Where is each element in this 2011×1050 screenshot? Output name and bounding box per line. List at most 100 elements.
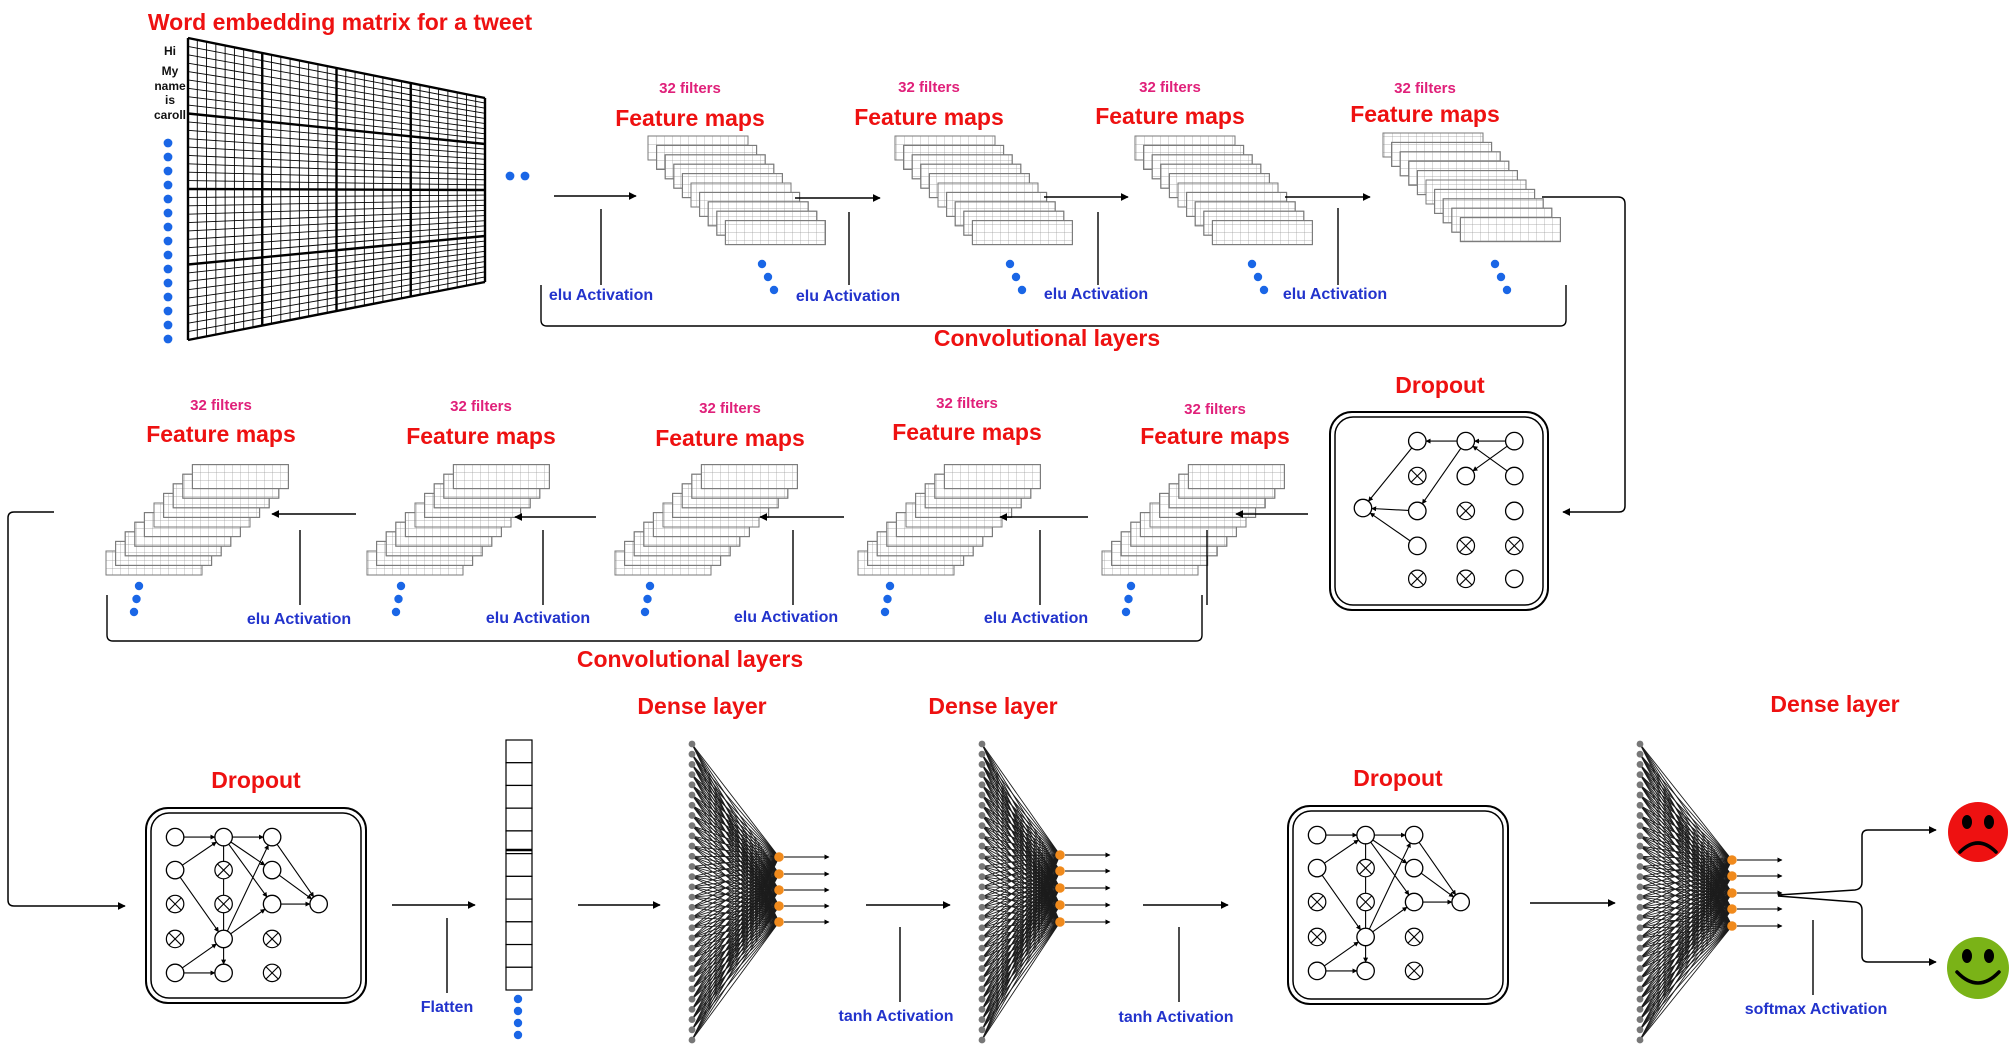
dense-connection: [691, 753, 780, 875]
dense-output-neuron: [1055, 883, 1065, 893]
ellipsis-dot: [132, 594, 141, 604]
dense-input-neuron: [688, 975, 696, 983]
flow-arrow: [1777, 895, 1937, 966]
dense-input-neuron: [978, 934, 986, 942]
dropout-inner-frame: [1292, 810, 1504, 1000]
dense-output-neuron: [774, 917, 784, 927]
dense-input-neuron: [978, 903, 986, 911]
dense-connection: [1639, 825, 1733, 861]
dense-connection: [691, 794, 780, 875]
dense-connection: [691, 873, 780, 980]
dense-connection: [691, 873, 780, 1031]
dense-input-neuron: [1636, 985, 1644, 993]
ellipsis-dot: [163, 306, 173, 316]
dropout-link: [1324, 839, 1359, 864]
filters-count-label: 32 filters: [450, 398, 512, 415]
dense-connection: [981, 887, 1061, 1010]
ellipsis-dot: [883, 594, 892, 604]
dense-connection: [691, 889, 780, 1031]
face-eye: [1984, 949, 1994, 963]
dropout-link: [1368, 447, 1413, 502]
flatten-label: Flatten: [421, 999, 473, 1016]
dense-input-neuron: [688, 914, 696, 921]
dense-connection: [981, 887, 1061, 980]
dense-connection: [1639, 859, 1733, 867]
neuron: [1404, 858, 1424, 878]
neuron: [1407, 431, 1427, 451]
dense-input-neuron: [688, 985, 696, 993]
dropout-inner-frame: [1334, 416, 1544, 606]
ellipsis-dot: [645, 581, 655, 591]
dense-connection: [691, 873, 780, 1020]
flatten-cell: [505, 853, 533, 877]
dense-connection: [691, 856, 780, 1000]
dense-input-neuron: [978, 914, 986, 921]
dense-connection: [981, 887, 1061, 1000]
feature-map-grid: [724, 220, 826, 246]
dense-input-neuron: [1636, 924, 1644, 932]
dense-connection: [1639, 859, 1733, 1041]
dropout-link: [278, 874, 313, 900]
softmax-activation-label: softmax Activation: [1745, 1001, 1888, 1018]
dense-output-neuron: [1727, 904, 1737, 914]
neuron: [1504, 466, 1524, 486]
dense-connection: [691, 856, 780, 888]
dropped-neuron-cross: [1507, 539, 1521, 553]
dense-connection: [981, 825, 1061, 856]
dense-connection: [1639, 859, 1733, 949]
dense-connection: [691, 743, 780, 875]
neuron: [165, 860, 185, 880]
dropout-outer-frame: [1287, 805, 1509, 1005]
feature-map-stack: [614, 464, 798, 617]
dropped-neuron-cross: [1407, 930, 1421, 944]
feature-maps-title: Feature maps: [146, 421, 296, 447]
feature-map-grid: [1459, 217, 1561, 243]
tweet-word: name: [154, 79, 186, 93]
dropout-link: [1371, 506, 1409, 512]
dropout-link: [179, 876, 220, 933]
word-embedding-matrix: [163, 36, 530, 344]
dropped-neuron-cross: [217, 897, 231, 911]
dense-connection: [691, 856, 780, 1010]
dropped-neuron-cross: [1459, 539, 1473, 553]
flatten-cell: [505, 762, 533, 787]
dropout-block: [145, 807, 367, 1004]
dense-connection: [691, 889, 780, 1041]
dense-input-neuron: [1636, 750, 1644, 758]
vertical-ellipsis: [1121, 581, 1136, 617]
dense-output-neuron: [1055, 900, 1065, 910]
dense-input-neuron: [688, 1016, 696, 1023]
dense-connection: [691, 905, 780, 1041]
face-eye: [1962, 949, 1972, 963]
dense-connection: [1639, 774, 1733, 861]
dense-input-neuron: [978, 761, 986, 768]
dense-input-neuron: [978, 954, 986, 962]
dense-input-neuron: [978, 852, 986, 860]
dense-output-neuron: [774, 869, 784, 879]
dense-connection: [1639, 784, 1733, 861]
dense-layer-title: Dense layer: [1770, 691, 1899, 717]
vertical-ellipsis: [880, 581, 895, 617]
dense-input-neuron: [1636, 812, 1644, 819]
dropout-inner-frame: [150, 812, 362, 999]
conv-layers-bracket: [106, 595, 1203, 642]
dense-connection: [1639, 892, 1733, 1020]
ellipsis-dot: [163, 236, 173, 246]
dense-input-neuron: [688, 893, 696, 901]
dense-layer-title: Dense layer: [928, 693, 1057, 719]
face-eye: [1984, 815, 1994, 829]
dense-connection: [1639, 875, 1733, 969]
ellipsis-dot: [513, 1006, 523, 1016]
dropout-link: [226, 844, 269, 932]
dense-connection: [1639, 892, 1733, 990]
dense-connection: [1639, 892, 1733, 980]
feature-maps-title: Feature maps: [854, 104, 1004, 130]
neuron: [1356, 961, 1375, 981]
ellipsis-dot: [163, 334, 173, 344]
dense-output-neuron: [1727, 855, 1737, 865]
dense-connection: [981, 870, 1061, 1020]
dense-connection: [691, 873, 780, 1041]
dense-input-neuron: [1636, 1036, 1644, 1044]
ellipsis-dot: [163, 278, 173, 288]
flow-arrow: [1542, 196, 1626, 516]
